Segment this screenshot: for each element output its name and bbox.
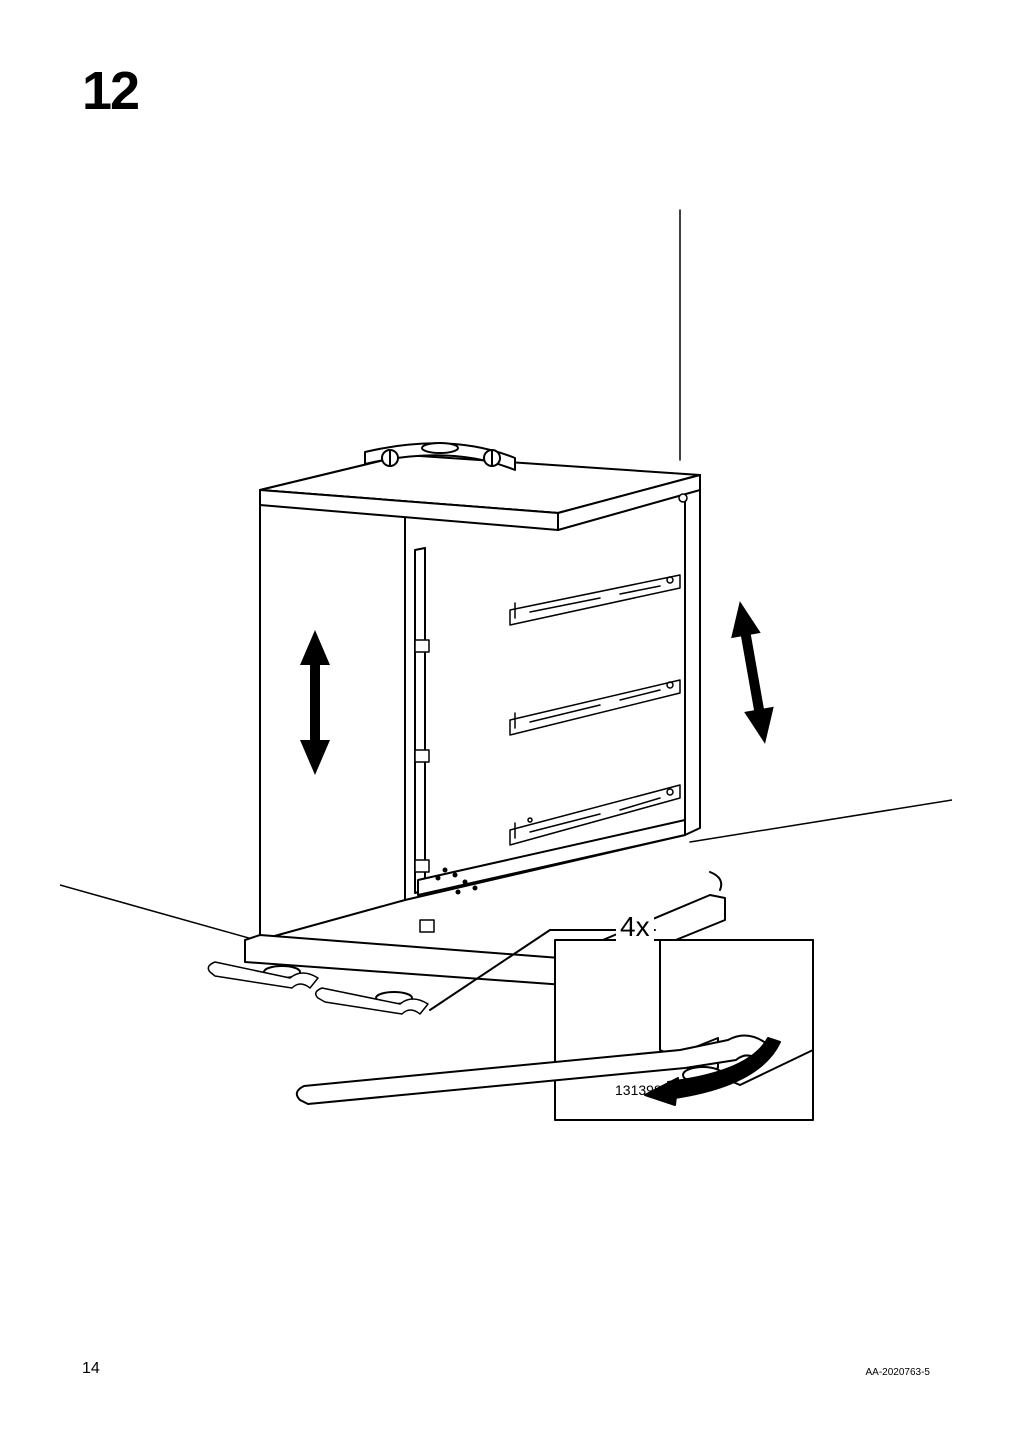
callout-quantity: 4x <box>616 911 654 943</box>
page-number: 14 <box>82 1360 100 1378</box>
vertical-arrow-icon <box>725 598 780 746</box>
part-number-label: 131398 <box>615 1082 662 1098</box>
instruction-page: 12 <box>0 0 1012 1432</box>
step-number: 12 <box>82 60 138 122</box>
assembly-diagram: 4x 131398 <box>60 180 952 1180</box>
document-id: AA-2020763-5 <box>866 1367 931 1378</box>
diagram-svg <box>60 180 952 1180</box>
